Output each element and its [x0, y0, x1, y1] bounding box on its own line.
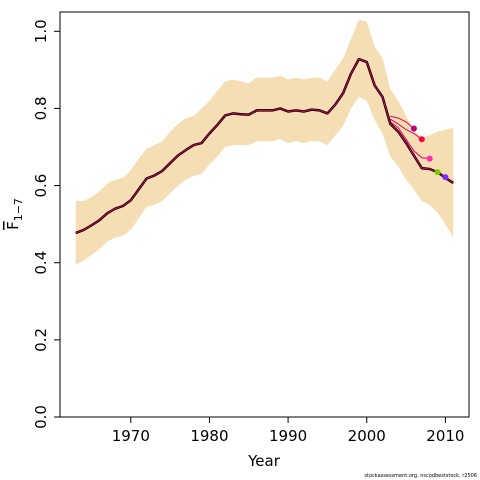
- x-axis-title: Year: [247, 452, 281, 470]
- retrospective-line: [390, 115, 415, 129]
- confidence-band-layer: [75, 19, 454, 265]
- y-tick-label: 0.0: [32, 405, 50, 429]
- main-series-layer: [75, 57, 454, 235]
- y-axis: 0.0 0.2 0.4 0.6 0.8 1.0: [32, 19, 60, 429]
- retrospective-point: [442, 174, 449, 181]
- retrospective-points-layer: [410, 125, 449, 181]
- y-tick-label: 0.8: [32, 96, 50, 120]
- confidence-band: [75, 19, 454, 265]
- retrospective-point: [426, 155, 433, 162]
- retrospective-line: [390, 121, 430, 160]
- retrospective-point: [434, 169, 441, 176]
- y-axis-title-main: F: [4, 221, 22, 230]
- retrospective-point: [418, 136, 425, 143]
- y-tick-label: 1.0: [32, 19, 50, 43]
- plot-frame: [59, 11, 470, 418]
- x-tick-label: 2000: [348, 427, 386, 445]
- x-tick-label: 2010: [426, 427, 464, 445]
- x-tick-label: 1980: [190, 427, 228, 445]
- retrospective-line: [390, 118, 423, 140]
- y-tick-label: 0.4: [32, 251, 50, 275]
- y-tick-label: 0.6: [32, 174, 50, 198]
- y-axis-title: F1−7: [4, 198, 25, 230]
- series-line-overlay: [75, 58, 454, 234]
- retrospective-point: [410, 125, 417, 132]
- x-tick-label: 1990: [269, 427, 307, 445]
- y-axis-title-sub: 1−7: [12, 198, 25, 221]
- y-tick-label: 0.2: [32, 328, 50, 352]
- x-axis: 1970 1980 1990 2000 2010: [112, 417, 464, 445]
- x-tick-label: 1970: [112, 427, 150, 445]
- credit-text: stockassessment.org, nscodbeststock, r25…: [364, 473, 477, 479]
